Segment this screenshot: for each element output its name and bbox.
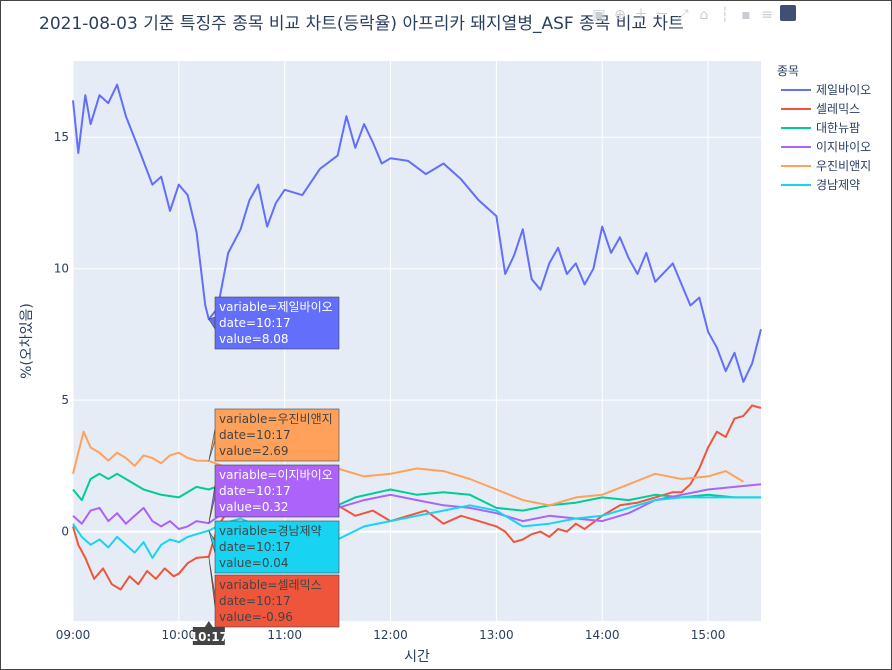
x-tick-label: 09:00 — [56, 628, 91, 642]
gridlines — [72, 61, 761, 621]
tooltip-line: variable=우진비앤지 — [219, 412, 333, 426]
y-tick-label: 15 — [54, 130, 69, 144]
plotly-logo-box — [780, 5, 796, 21]
x-tick-label: 10:00 — [162, 628, 197, 642]
tooltip-box — [214, 408, 340, 462]
x-tick-label: 11:00 — [267, 628, 302, 642]
tooltip-box — [214, 296, 340, 350]
tooltip-line: value=0.04 — [219, 556, 289, 570]
y-axis-ticks: 0 5 10 15 — [54, 130, 69, 538]
spike-icon[interactable]: ┆ — [721, 6, 729, 23]
tooltip-box — [214, 574, 340, 628]
x-hover-label-box — [192, 621, 225, 645]
x-axis-label: 시간 — [404, 649, 430, 665]
legend-label: 대한뉴팜 — [816, 121, 860, 135]
x-tick-label: 15:00 — [691, 628, 726, 642]
hover-compare-icon[interactable]: ≡ — [761, 7, 773, 23]
chart-title: 2021-08-03 기준 특징주 종목 비교 차트(등락율) 아프리카 돼지열… — [39, 14, 684, 34]
zoom-out-icon[interactable]: － — [655, 7, 669, 23]
legend-item-5[interactable]: 우진비앤지 — [781, 159, 871, 173]
legend-label: 경남제약 — [816, 177, 860, 192]
legend-item-6[interactable]: 경남제약 — [781, 177, 860, 192]
tooltip-line: variable=셀레믹스 — [219, 578, 322, 592]
tooltip-line: value=0.32 — [219, 500, 289, 514]
legend-label: 셀레믹스 — [816, 102, 860, 116]
tooltip-line: date=10:17 — [219, 594, 291, 608]
hover-closest-icon[interactable]: ▪ — [741, 7, 751, 23]
tooltip-line: date=10:17 — [219, 428, 291, 442]
zoom-in-icon[interactable]: ＋ — [634, 7, 648, 23]
tooltip-line: date=10:17 — [219, 316, 291, 330]
y-axis-label: %(오차있음) — [19, 303, 35, 379]
tooltip-2: variable=우진비앤지 date=10:17 value=2.69 — [208, 408, 340, 462]
legend-item-1[interactable]: 제일바이오 — [781, 83, 871, 97]
legend-item-4[interactable]: 이지바이오 — [781, 140, 871, 154]
tooltip-5: variable=셀레믹스 date=10:17 value=-0.96 — [208, 556, 340, 628]
y-tick-label: 5 — [61, 393, 69, 407]
x-tick-label: 14:00 — [585, 628, 620, 642]
x-tick-label: 13:00 — [479, 628, 514, 642]
tooltip-line: variable=이지바이오 — [219, 468, 333, 482]
tooltip-line: variable=경남제약 — [219, 523, 322, 538]
camera-icon[interactable]: ▣ — [592, 7, 605, 23]
zoom-icon[interactable]: ⊕ — [614, 7, 626, 23]
tooltip-box — [214, 520, 340, 574]
legend-item-3[interactable]: 대한뉴팜 — [781, 121, 860, 135]
tooltip-line: date=10:17 — [219, 484, 291, 498]
x-hover-label-text: 10:17 — [190, 630, 228, 644]
tooltip-line: date=10:17 — [219, 540, 291, 554]
modebar: ▣ ⊕ ＋ － ⤢ ⌂ ┆ ▪ ≡ — [592, 5, 796, 23]
tooltip-line: variable=제일바이오 — [219, 300, 333, 314]
tooltip-line: value=8.08 — [219, 332, 289, 346]
legend-label: 이지바이오 — [816, 140, 871, 154]
home-icon[interactable]: ⌂ — [700, 7, 709, 23]
legend-label: 제일바이오 — [816, 83, 871, 97]
tooltip-3: variable=이지바이오 date=10:17 value=0.32 — [208, 464, 340, 524]
plot-area[interactable] — [73, 61, 761, 621]
y-tick-label: 10 — [54, 262, 69, 276]
legend-item-2[interactable]: 셀레믹스 — [781, 102, 860, 116]
x-axis-ticks: 09:00 10:00 11:00 12:00 13:00 14:00 15:00 — [56, 628, 726, 642]
hover-tooltips: variable=제일바이오date=10:17value=8.08variab… — [190, 296, 340, 645]
tooltip-line: value=2.69 — [219, 444, 289, 458]
x-tick-label: 12:00 — [373, 628, 408, 642]
tooltip-box — [214, 464, 340, 518]
y-tick-label: 0 — [61, 525, 69, 539]
tooltip-1: variable=제일바이오 date=10:17 value=8.08 — [208, 296, 340, 350]
autoscale-icon[interactable]: ⤢ — [677, 7, 688, 23]
tooltip-line: value=-0.96 — [219, 610, 293, 624]
x-hover-label: 10:17 — [190, 621, 228, 645]
legend-label: 우진비앤지 — [816, 159, 871, 173]
legend-title: 종목 — [777, 64, 799, 78]
series-line-1 — [72, 83, 762, 383]
tooltip-4: variable=경남제약 date=10:17 value=0.04 — [208, 520, 340, 574]
